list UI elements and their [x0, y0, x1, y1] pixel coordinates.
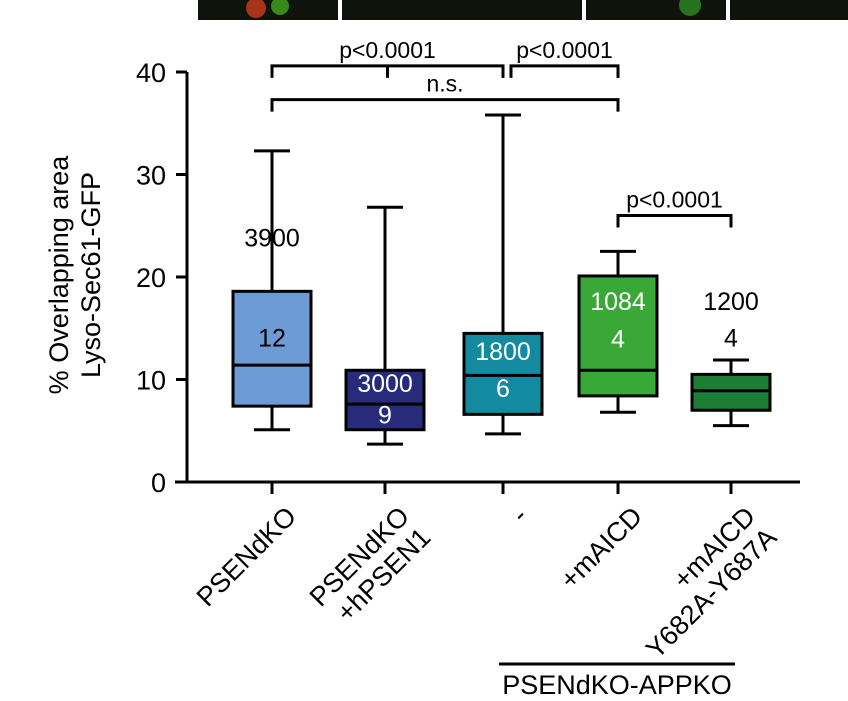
category-label: -: [506, 501, 534, 529]
significance-bracket: p<0.0001: [616, 187, 733, 228]
significance-label: p<0.0001: [626, 187, 723, 213]
box-iqr: [231, 289, 313, 408]
category-label-line: -: [506, 501, 534, 529]
bracket-line: [509, 64, 620, 78]
significance-brackets: p<0.0001 p<0.0001 n.s. p<0.0001: [270, 37, 733, 228]
box-iqr: [577, 274, 659, 398]
y-tick-label: 30: [136, 161, 166, 191]
box-iqr: [690, 372, 772, 412]
y-tick-label: 0: [151, 468, 166, 498]
category-label-line: PSENdKO: [191, 501, 302, 612]
micrograph-panel-4: [730, 0, 848, 20]
y-tick-label: 10: [136, 366, 166, 396]
significance-label: p<0.0001: [339, 37, 436, 63]
category-labels: PSENdKO PSENdKO+hPSEN1- +mAICD +mAICDY682A-…: [191, 501, 783, 664]
micrograph-panel-2: [342, 0, 582, 20]
box-group: [577, 249, 659, 414]
category-label-line: +mAICD: [554, 501, 648, 595]
box-group: [690, 358, 772, 428]
bracket-line: [616, 214, 733, 228]
significance-label: n.s.: [426, 71, 463, 97]
bracket-line: [270, 98, 620, 112]
box-annotation-top: 1084: [590, 288, 646, 316]
box-group: [462, 113, 544, 436]
y-tick-label: 20: [136, 263, 166, 293]
x-ticks: [270, 482, 733, 494]
y-axis-label-line1: % Overlapping area: [44, 155, 74, 395]
box-annotation-bottom: 6: [496, 375, 510, 403]
group-label: PSENdKO-APPKO: [502, 670, 732, 700]
significance-label: p<0.0001: [516, 37, 613, 63]
box-annotation-top: 3900: [244, 224, 300, 252]
box-annotation-bottom: 4: [724, 325, 738, 353]
box-series: [231, 113, 772, 446]
micrograph-strip: [198, 0, 848, 20]
category-label: PSENdKO: [191, 501, 302, 612]
micrograph-panel-3: [586, 0, 726, 20]
box-group: [344, 205, 426, 446]
box-iqr: [344, 368, 426, 432]
micrograph-panel-1: [198, 0, 338, 20]
y-tick-label: 40: [136, 58, 166, 88]
significance-bracket: n.s.: [270, 71, 620, 112]
box-iqr: [462, 331, 544, 416]
box-annotation-top: 1800: [475, 338, 531, 366]
box-annotations: 3900 12 3000 9 1800 6 1084 4 1200 4: [244, 224, 759, 429]
significance-bracket: p<0.0001: [509, 37, 620, 78]
box-group: [231, 149, 313, 432]
y-axis-label-line2: Lyso-Sec61-GFP: [76, 172, 106, 378]
significance-bracket: p<0.0001: [270, 37, 505, 78]
box-annotation-bottom: 4: [611, 326, 625, 354]
category-label: PSENdKO+hPSEN1: [304, 501, 437, 628]
micrograph-signal-red: [246, 0, 266, 18]
category-label: +mAICD: [554, 501, 648, 595]
micrograph-signal-green-2: [679, 0, 701, 16]
micrograph-signal-green: [271, 0, 289, 15]
box-annotation-bottom: 12: [258, 325, 286, 353]
box-annotation-bottom: 9: [378, 402, 392, 430]
y-ticks: 0 10 20 30 40: [136, 58, 187, 498]
box-annotation-top: 1200: [703, 288, 759, 316]
box-annotation-top: 3000: [357, 370, 413, 398]
